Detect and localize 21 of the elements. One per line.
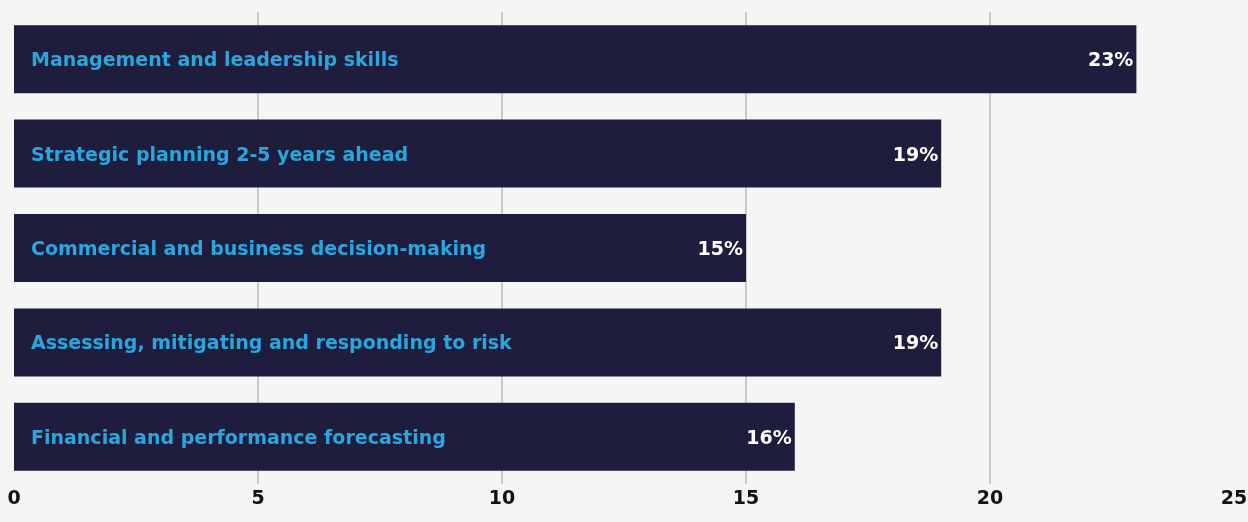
y-tick-label: Strategic planning 2-5 years ahead bbox=[31, 143, 409, 165]
x-tick-label: 10 bbox=[488, 486, 516, 508]
bar bbox=[14, 214, 746, 282]
bar bbox=[14, 402, 795, 471]
data-label: 23% bbox=[1087, 48, 1134, 71]
y-tick-label: Commercial and business decision-making bbox=[31, 237, 487, 259]
x-tick-label: 5 bbox=[251, 486, 265, 508]
y-tick-label: Financial and performance forecasting bbox=[31, 426, 446, 448]
y-tick-label: Management and leadership skills bbox=[31, 48, 399, 70]
x-tick-label: 25 bbox=[1220, 486, 1248, 508]
data-label: 19% bbox=[892, 331, 939, 354]
data-label: 15% bbox=[697, 237, 743, 259]
x-tick-label: 15 bbox=[732, 486, 760, 508]
x-tick-label: 20 bbox=[976, 486, 1004, 508]
bar bbox=[14, 308, 942, 377]
data-label: 19% bbox=[892, 142, 939, 165]
data-label: 16% bbox=[746, 425, 792, 448]
y-tick-label: Assessing, mitigating and responding to risk bbox=[31, 331, 513, 353]
x-tick-label: 0 bbox=[7, 486, 21, 508]
bar bbox=[14, 119, 942, 188]
bar bbox=[14, 25, 1137, 94]
